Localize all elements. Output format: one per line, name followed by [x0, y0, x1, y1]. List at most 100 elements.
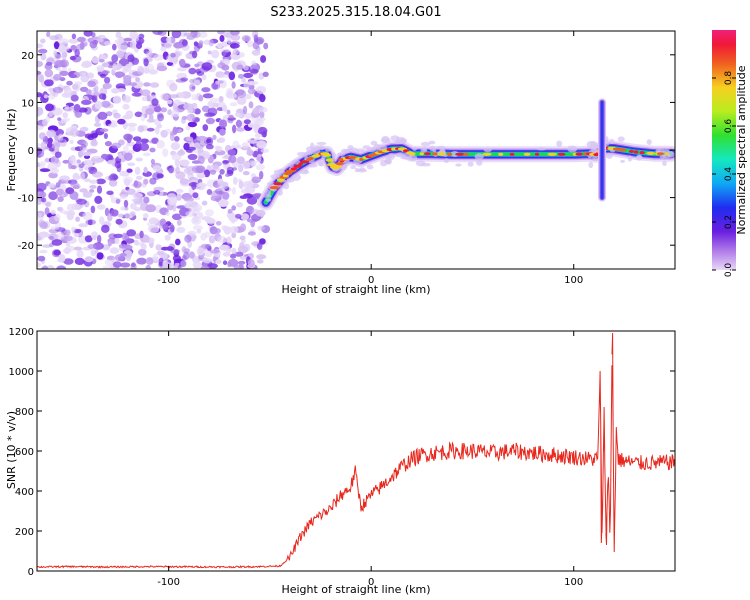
noise-blob	[236, 89, 247, 99]
noise-blob	[96, 66, 105, 72]
noise-blob	[113, 233, 124, 239]
noise-blob	[77, 36, 86, 43]
noise-blob	[110, 209, 119, 217]
noise-blob	[226, 109, 231, 115]
noise-blob	[250, 64, 258, 70]
noise-blob	[59, 70, 69, 76]
noise-blob	[137, 65, 145, 75]
noise-blob	[143, 166, 148, 174]
noise-blob	[60, 119, 68, 124]
noise-blob	[134, 111, 143, 118]
spectrogram-y-axis-label: Frequency (Hz)	[5, 109, 18, 192]
noise-blob	[103, 133, 108, 139]
noise-blob	[254, 133, 263, 138]
noise-blob	[129, 211, 136, 217]
noise-blob	[242, 171, 250, 176]
noise-blob	[200, 265, 210, 269]
noise-blob	[243, 182, 253, 190]
noise-blob	[123, 37, 133, 42]
noise-blob	[81, 150, 86, 156]
noise-blob	[256, 153, 262, 163]
ridge-speckle	[617, 136, 625, 142]
noise-blob	[178, 58, 186, 67]
noise-blob	[91, 96, 97, 102]
noise-blob	[247, 140, 258, 144]
noise-blob	[47, 137, 53, 144]
ridge-speckle	[291, 173, 301, 181]
noise-blob	[220, 48, 231, 53]
noise-blob	[78, 223, 89, 228]
noise-blob	[235, 127, 246, 132]
noise-blob	[198, 40, 204, 46]
ridge-speckle	[348, 147, 359, 152]
noise-blob	[37, 43, 44, 48]
noise-blob	[48, 183, 56, 188]
noise-blob	[231, 232, 237, 239]
ridge-speckle	[476, 159, 483, 166]
noise-blob	[45, 202, 52, 208]
noise-blob	[89, 184, 97, 189]
noise-blob	[153, 190, 161, 195]
noise-blob	[145, 257, 154, 265]
noise-blob	[98, 93, 106, 100]
noise-blob	[93, 122, 102, 127]
noise-blob	[243, 105, 248, 115]
noise-blob	[112, 43, 117, 51]
noise-blob	[45, 115, 51, 123]
noise-blob	[50, 209, 56, 215]
noise-blob	[217, 137, 226, 143]
noise-blob	[212, 164, 219, 170]
noise-blob	[64, 105, 70, 111]
noise-blob	[241, 35, 251, 42]
noise-blob	[196, 71, 205, 76]
ridge-speckle	[310, 147, 321, 155]
noise-blob	[178, 159, 190, 167]
noise-blob	[90, 205, 96, 214]
noise-blob	[205, 244, 212, 250]
noise-blob	[128, 126, 136, 132]
noise-blob	[222, 160, 230, 164]
ridge-hotspot	[498, 152, 504, 156]
noise-blob	[240, 188, 249, 194]
noise-blob	[47, 162, 58, 171]
noise-blob	[226, 166, 234, 175]
noise-blob	[94, 100, 102, 110]
noise-blob	[149, 82, 160, 88]
noise-blob	[206, 189, 213, 195]
noise-blob	[192, 204, 203, 213]
noise-blob	[229, 226, 239, 234]
noise-blob	[242, 161, 251, 170]
noise-blob	[209, 97, 220, 103]
noise-blob	[48, 147, 55, 152]
noise-blob	[152, 165, 161, 172]
colorbar-tick-label: 0.2	[724, 215, 734, 229]
noise-blob	[234, 251, 244, 257]
noise-blob	[255, 209, 266, 217]
ridge-hotspot	[293, 164, 302, 168]
noise-blob	[243, 112, 254, 119]
noise-blob	[97, 34, 106, 40]
ridge-hotspot	[307, 156, 314, 161]
noise-blob	[176, 226, 186, 233]
noise-blob	[117, 152, 123, 159]
noise-blob	[76, 159, 81, 164]
noise-blob	[45, 103, 54, 112]
ridge-speckle	[474, 153, 484, 160]
noise-blob	[235, 119, 242, 128]
noise-blob	[172, 126, 178, 135]
noise-blob	[201, 200, 208, 206]
noise-blob	[100, 54, 107, 60]
ridge-speckle	[467, 161, 474, 167]
noise-blob	[247, 231, 256, 236]
noise-blob	[194, 63, 200, 68]
noise-blob	[160, 46, 167, 52]
noise-blob	[67, 210, 76, 217]
noise-blob	[209, 249, 220, 254]
ridge-speckle	[384, 155, 392, 159]
noise-blob	[198, 31, 208, 39]
noise-blob	[146, 118, 156, 123]
noise-blob	[92, 171, 103, 178]
noise-blob	[172, 103, 178, 112]
noise-blob	[162, 223, 169, 231]
noise-blob	[79, 188, 88, 193]
